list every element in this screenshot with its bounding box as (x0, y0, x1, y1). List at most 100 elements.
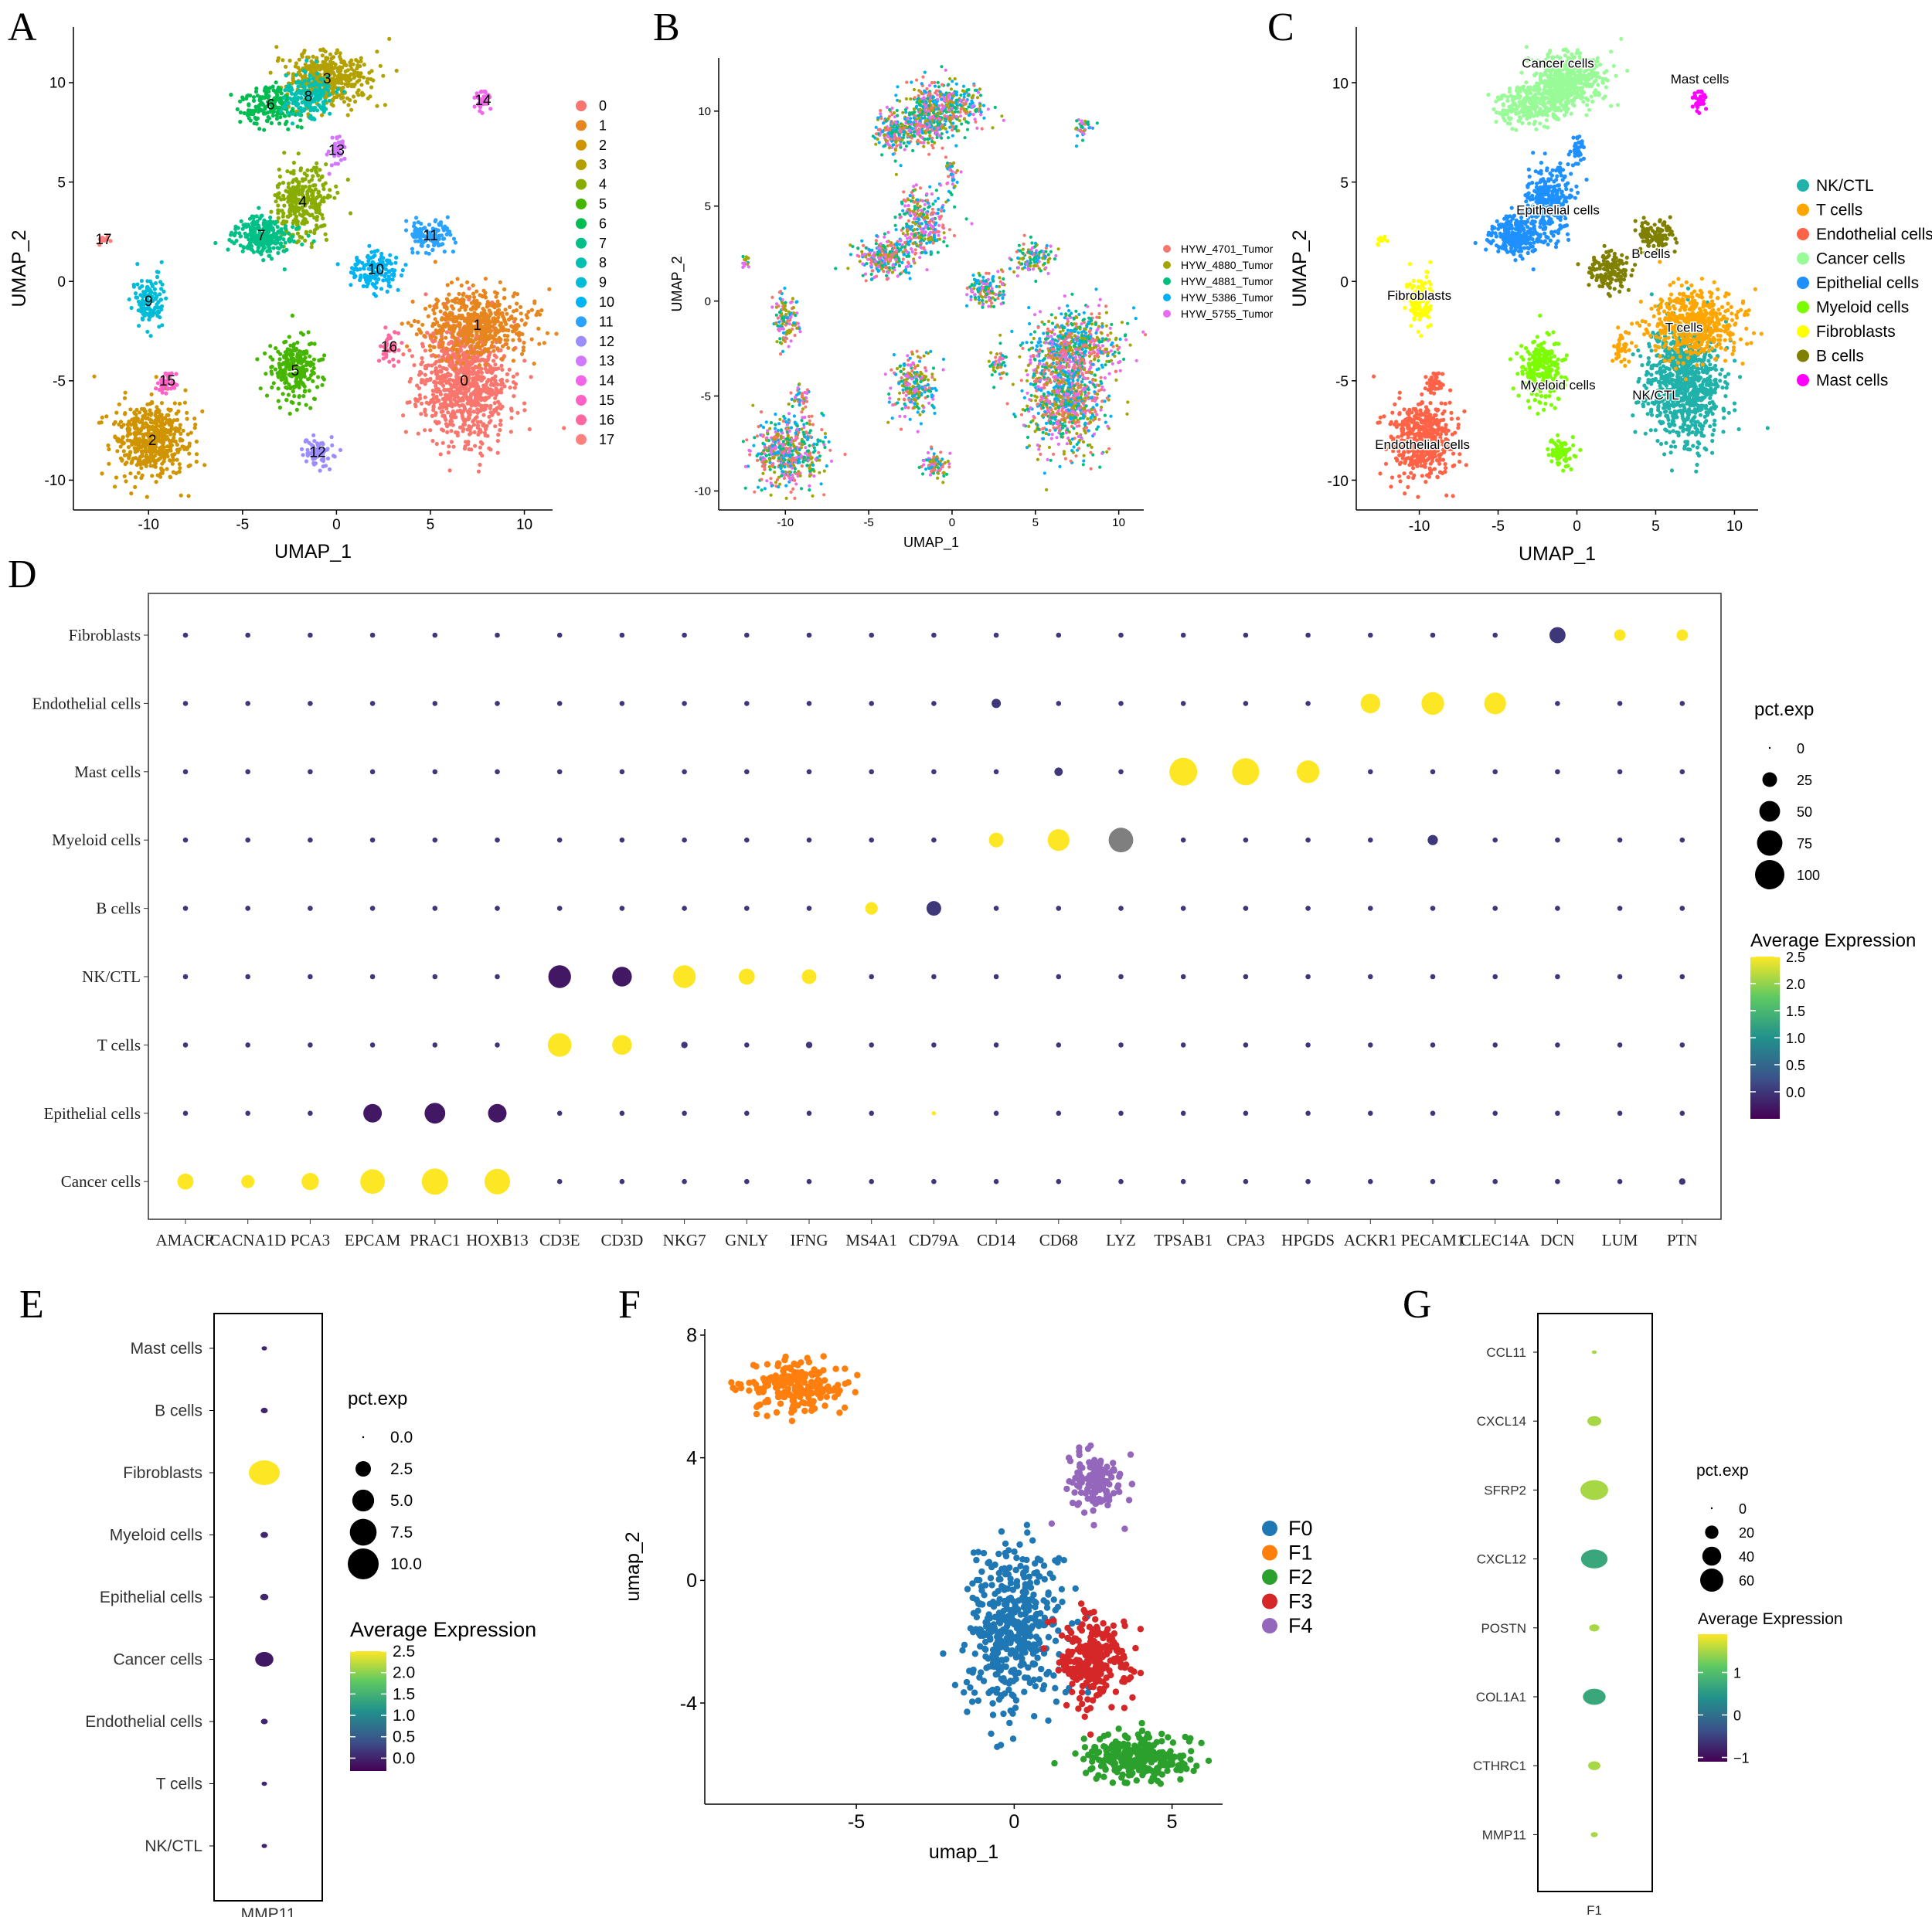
cell-point (481, 288, 486, 293)
legend-key-4 (576, 178, 587, 190)
cell-point (518, 304, 523, 309)
cell-point (449, 429, 454, 433)
cell-point (413, 397, 418, 402)
cell-point (311, 379, 315, 383)
cell-point (287, 411, 292, 416)
cell-point (359, 90, 365, 95)
cell-point (328, 194, 332, 199)
cell-point (313, 183, 318, 188)
cell-point (274, 239, 279, 243)
cell-point (265, 249, 270, 253)
cell-point (317, 208, 321, 212)
cell-point (301, 68, 306, 73)
cell-point (1072, 387, 1076, 391)
cell-point (138, 309, 143, 314)
cell-point (1050, 433, 1054, 437)
cell-point (462, 385, 467, 389)
cell-point (447, 292, 451, 297)
cell-point (437, 223, 442, 227)
cell-point (420, 243, 424, 248)
cell-point (1052, 386, 1056, 389)
cell-point (271, 381, 276, 386)
cell-point (251, 98, 256, 103)
cell-point (1102, 388, 1106, 392)
cell-point (396, 359, 401, 364)
cell-point (1036, 365, 1040, 369)
cell-point (1027, 424, 1031, 429)
cell-point (481, 385, 487, 389)
cell-point (154, 375, 158, 379)
cell-point (1038, 310, 1043, 314)
cell-point (309, 188, 314, 192)
cell-point (432, 379, 437, 384)
cell-point (118, 420, 124, 424)
cell-point (459, 283, 464, 288)
cell-point (310, 212, 315, 217)
cell-point (498, 423, 503, 427)
cell-point (1086, 376, 1090, 380)
cell-point (1082, 459, 1086, 463)
cell-point (425, 331, 430, 335)
cell-point (168, 432, 173, 437)
cell-point (1056, 442, 1060, 447)
cell-point (1070, 400, 1073, 404)
cell-point (259, 252, 264, 257)
cell-point (1026, 363, 1030, 367)
cell-point (278, 235, 283, 240)
cell-point (284, 247, 289, 252)
cell-point (487, 414, 492, 420)
cell-point (500, 356, 505, 361)
cell-point (144, 421, 148, 426)
cell-point (437, 364, 442, 369)
cell-point (300, 187, 304, 192)
cell-point (286, 182, 291, 186)
cell-point (493, 424, 498, 429)
cell-point (483, 320, 488, 325)
cell-point (497, 308, 502, 312)
cell-point (476, 469, 481, 474)
cell-point (318, 67, 322, 72)
cell-point (491, 392, 495, 396)
legend-label-8: 8 (599, 255, 607, 270)
cell-point (302, 171, 307, 176)
cell-point (371, 254, 376, 259)
cell-point (511, 338, 515, 342)
cell-point (301, 453, 305, 457)
cell-point (440, 226, 445, 230)
cell-point (474, 337, 478, 342)
cell-point (274, 117, 279, 121)
cell-point (419, 412, 423, 416)
cell-point (317, 358, 321, 363)
cell-point (164, 296, 168, 301)
cell-point (458, 390, 463, 395)
cell-point (126, 426, 131, 430)
cell-point (497, 389, 502, 393)
cell-point (481, 422, 486, 427)
cell-point (496, 433, 501, 437)
cell-point (334, 90, 338, 94)
cell-point (469, 323, 474, 328)
cell-point (277, 208, 281, 213)
cell-point (332, 195, 337, 200)
cell-point (423, 410, 427, 414)
cell-point (295, 340, 300, 345)
cell-point (349, 107, 354, 112)
cell-point (442, 352, 447, 356)
cell-point (472, 301, 478, 306)
legend-key-13 (576, 355, 587, 367)
cell-point (387, 259, 392, 263)
cell-point (1107, 447, 1111, 450)
cell-point (423, 372, 427, 377)
cell-point (372, 284, 376, 288)
cell-point (281, 361, 286, 365)
cell-point (487, 308, 492, 313)
cell-point (500, 367, 505, 372)
cell-point (92, 374, 97, 379)
cell-point (505, 311, 509, 316)
cell-point (344, 63, 349, 68)
cell-point (482, 294, 487, 299)
cell-point (122, 453, 127, 457)
cell-point (1041, 427, 1045, 430)
x-tick-label: -5 (236, 517, 249, 533)
legend-label-14: 14 (599, 373, 614, 389)
